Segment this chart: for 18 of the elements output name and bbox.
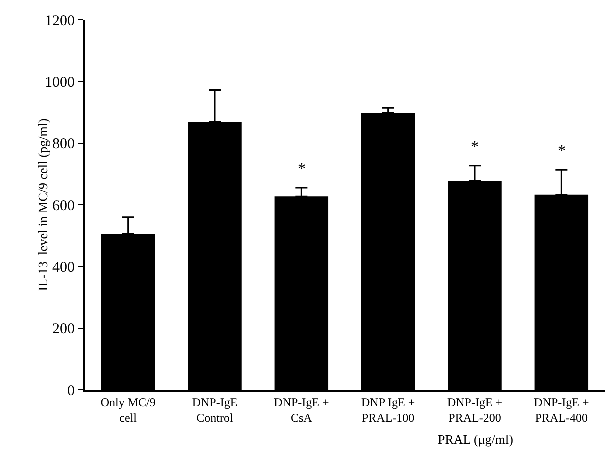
x-tick-label: DNP IgE + PRAL-100 bbox=[362, 395, 416, 425]
y-axis-title: IL-13 level in MC/9 cell (pg/ml) bbox=[36, 118, 50, 292]
annotation: * bbox=[471, 139, 479, 156]
x-tick-label: DNP-IgE Control bbox=[192, 395, 238, 425]
x-axis-title: PRAL (μg/ml) bbox=[438, 432, 514, 447]
y-tick-label: 200 bbox=[52, 322, 75, 338]
y-tick-label: 600 bbox=[52, 198, 75, 214]
y-tick-label: 1200 bbox=[45, 13, 75, 30]
annotation: * bbox=[558, 143, 566, 160]
annotation: * bbox=[298, 161, 306, 178]
x-tick-label: DNP-IgE + PRAL-200 bbox=[447, 395, 503, 425]
y-tick-label: 800 bbox=[52, 136, 75, 153]
x-tick-label: DNP-IgE + CsA bbox=[274, 395, 330, 425]
y-tick-label: 0 bbox=[68, 383, 75, 400]
x-tick-label: Only MC/9 cell bbox=[100, 395, 156, 425]
y-tick-label: 1000 bbox=[45, 74, 75, 91]
x-tick-label: DNP-IgE + PRAL-400 bbox=[534, 395, 590, 425]
y-tick-label: 400 bbox=[52, 260, 75, 276]
